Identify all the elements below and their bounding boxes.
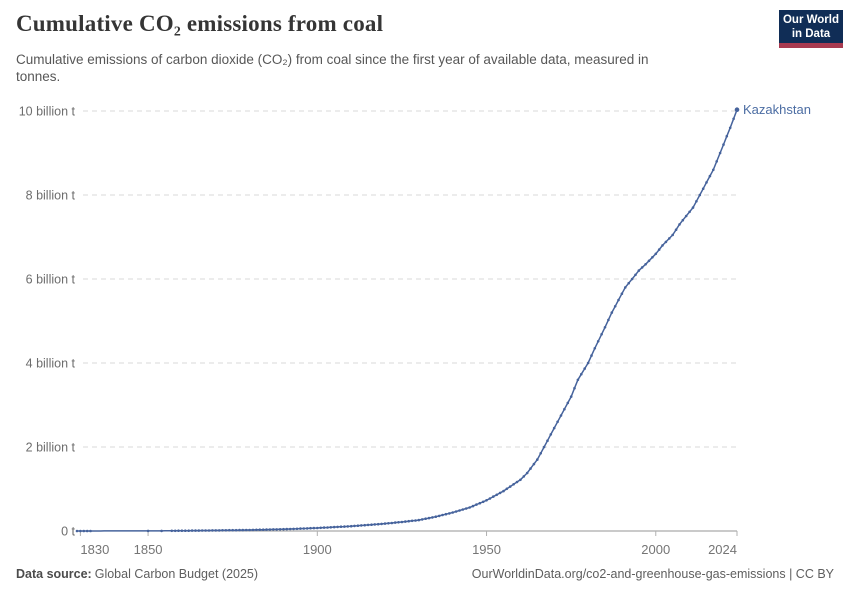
svg-text:6 billion t: 6 billion t: [26, 273, 76, 287]
y-gridlines: [77, 110, 737, 532]
x-axis-labels: 1830 1850 1900 1950 2000 2024: [80, 542, 737, 557]
data-source: Data source: Global Carbon Budget (2025): [16, 567, 258, 581]
y-axis-labels: 0 t 2 billion t 4 billion t 6 billion t 8 bi…: [19, 105, 76, 539]
svg-text:2 billion t: 2 billion t: [26, 441, 76, 455]
svg-text:8 billion t: 8 billion t: [26, 189, 76, 203]
svg-text:1830: 1830: [80, 542, 109, 557]
chart-title: Cumulative CO₂ emissions from coal: [16, 11, 384, 36]
svg-text:1950: 1950: [472, 542, 501, 557]
svg-text:4 billion t: 4 billion t: [26, 357, 76, 371]
svg-text:2024: 2024: [708, 542, 737, 557]
owid-logo-line2: in Data: [791, 28, 831, 40]
owid-logo-line1: Our World: [782, 14, 839, 26]
attribution-link[interactable]: OurWorldinData.org/co2-and-greenhouse-ga…: [471, 567, 834, 581]
svg-text:1850: 1850: [134, 542, 163, 557]
data-source-label: Data source:: [16, 567, 92, 581]
chart-subtitle: Cumulative emissions of carbon dioxide (…: [16, 52, 649, 84]
entity-label-kazakhstan[interactable]: Kazakhstan: [743, 102, 811, 117]
svg-text:1900: 1900: [303, 542, 332, 557]
data-source-value: Global Carbon Budget (2025): [94, 567, 259, 581]
svg-text:0 t: 0 t: [61, 525, 75, 539]
owid-logo[interactable]: Our World in Data: [779, 10, 843, 48]
svg-text:10 billion t: 10 billion t: [19, 105, 76, 119]
svg-text:2000: 2000: [641, 542, 670, 557]
series-line-kazakhstan[interactable]: [75, 107, 740, 533]
